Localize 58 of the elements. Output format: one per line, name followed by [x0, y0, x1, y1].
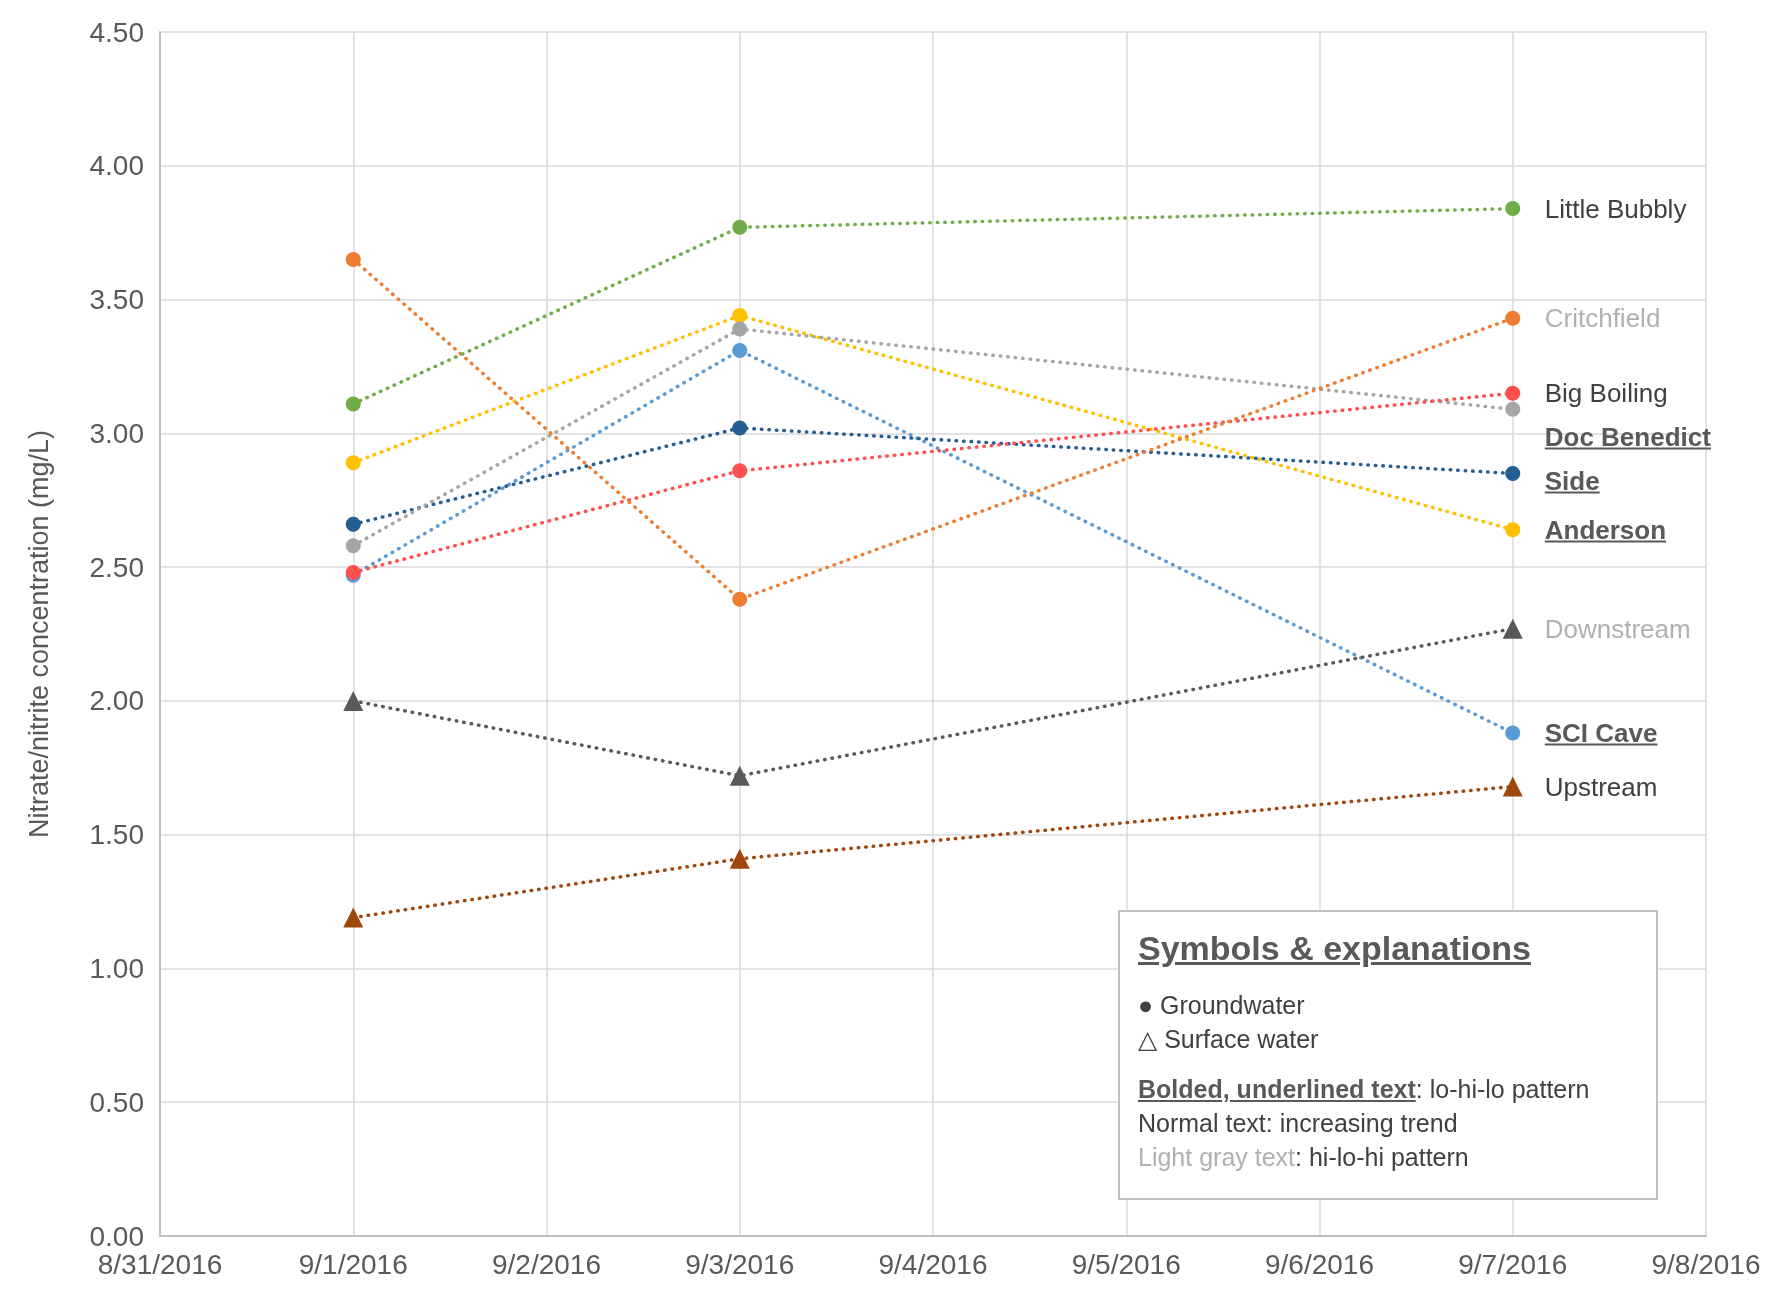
x-tick-label: 9/1/2016	[298, 1248, 408, 1280]
point	[1505, 385, 1521, 401]
point	[729, 765, 750, 786]
y-axis-title: Nitrate/nitrite concentration (mg/L)	[23, 429, 54, 839]
point	[345, 516, 361, 532]
point	[1505, 465, 1521, 481]
x-tick-label: 9/3/2016	[685, 1248, 795, 1280]
x-tick-label: 9/7/2016	[1458, 1248, 1568, 1280]
y-tick-label: 1.50	[89, 819, 144, 851]
annotation: Light gray text: hi-lo-hi pattern	[1138, 1143, 1469, 1171]
series-label: Anderson	[1544, 514, 1667, 546]
y-tick-label: 2.50	[89, 551, 144, 583]
point	[345, 396, 361, 412]
series-label: Big Boiling	[1544, 377, 1668, 409]
point	[343, 907, 364, 928]
point	[1502, 776, 1523, 797]
point	[732, 308, 748, 324]
point	[343, 690, 364, 711]
series-label: Little Bubbly	[1544, 193, 1687, 225]
series-label: SCI Cave	[1544, 717, 1658, 749]
series-label: Doc Benedict	[1544, 421, 1711, 453]
x-tick-label: 9/6/2016	[1265, 1248, 1374, 1280]
point	[1505, 725, 1521, 741]
point	[1505, 310, 1521, 326]
point	[1505, 201, 1521, 217]
series-label: Downstream	[1544, 613, 1691, 645]
point	[732, 463, 748, 479]
y-tick-label: 3.50	[89, 284, 144, 316]
y-tick-label: 0.50	[89, 1086, 144, 1118]
point	[345, 455, 361, 471]
annotation: ● Groundwater	[1138, 990, 1306, 1021]
point	[729, 848, 750, 869]
x-tick-label: 9/5/2016	[1071, 1248, 1181, 1280]
y-tick-label: 1.00	[89, 952, 144, 984]
point	[732, 591, 748, 607]
point	[345, 251, 361, 267]
point	[732, 342, 748, 358]
series-label: Side	[1544, 465, 1600, 497]
x-tick-label: 9/4/2016	[878, 1248, 988, 1280]
point	[345, 538, 361, 554]
y-tick-label: 2.00	[89, 685, 144, 717]
point	[1505, 522, 1521, 538]
series-label: Critchfield	[1544, 302, 1661, 334]
y-tick-label: 3.00	[89, 417, 144, 449]
series-label: Upstream	[1544, 771, 1658, 802]
x-tick-label: 9/8/2016	[1651, 1248, 1761, 1280]
point	[732, 420, 748, 436]
annotation: Bolded, underlined text: lo-hi-lo pattern	[1138, 1075, 1590, 1103]
point	[1505, 401, 1521, 417]
annotation: △ Surface water	[1138, 1024, 1320, 1055]
annotation: Symbols & explanations	[1138, 928, 1532, 969]
annotation: Normal text: increasing trend	[1138, 1109, 1458, 1137]
x-tick-label: 9/2/2016	[492, 1248, 601, 1280]
point	[732, 219, 748, 235]
y-tick-label: 4.50	[89, 16, 144, 48]
point	[732, 321, 748, 337]
y-tick-label: 4.00	[89, 150, 144, 182]
point	[1502, 618, 1523, 639]
